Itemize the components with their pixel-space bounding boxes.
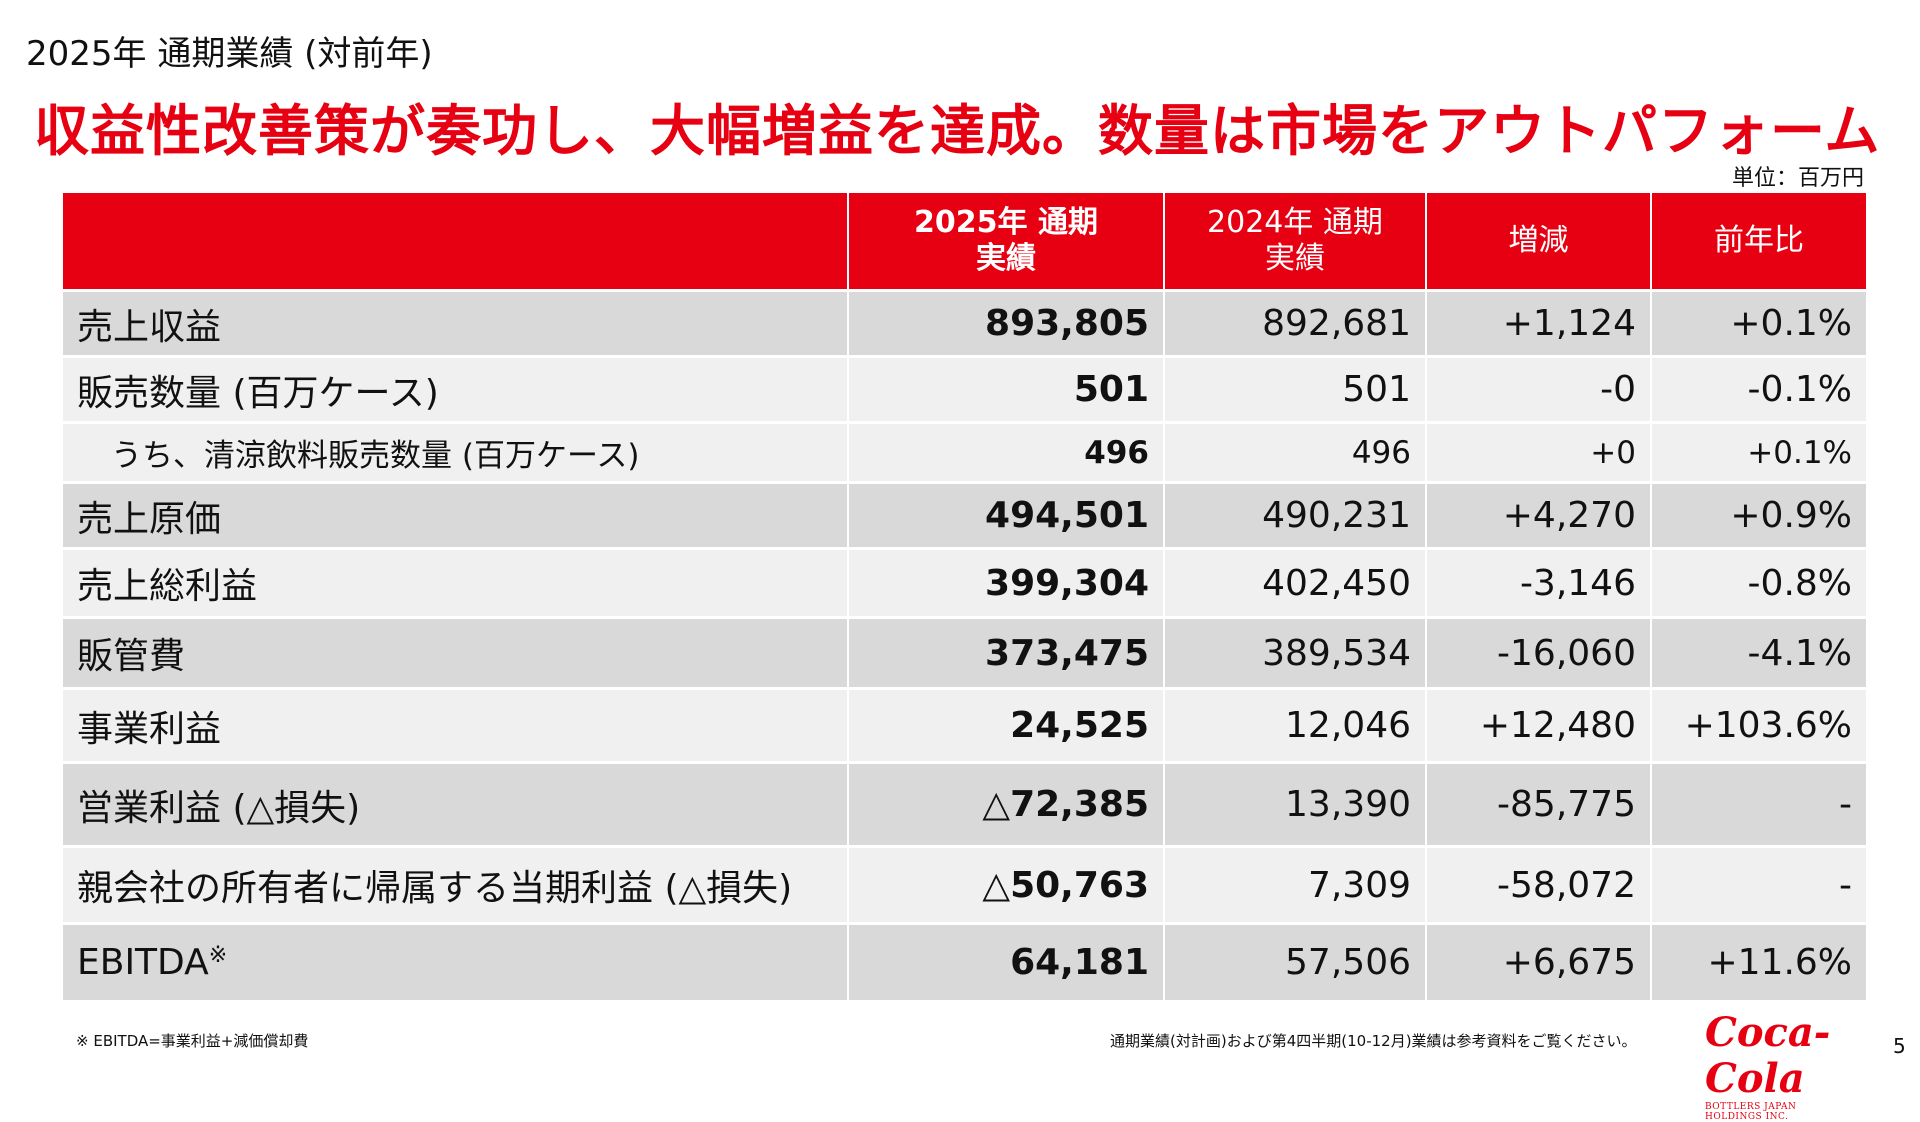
row-label: 売上収益 [63, 289, 849, 357]
reference-note: 通期業績(対計画)および第4四半期(10-12月)業績は参考資料をご覧ください。 [1110, 1032, 1637, 1050]
logo-subtext: BOTTLERS JAPAN HOLDINGS INC. [1705, 1102, 1797, 1122]
header-fy2025-line1: 2025年 通期 [914, 205, 1098, 240]
change-value: +12,480 [1426, 687, 1652, 763]
table-row: 親会社の所有者に帰属する当期利益 (△損失) △50,763 7,309 -58… [63, 845, 1866, 924]
headline: 収益性改善策が奏功し、大幅増益を達成。数量は市場をアウトパフォーム [34, 99, 1881, 163]
coca-cola-logo: Coca-Cola BOTTLERS JAPAN HOLDINGS INC. [1705, 1010, 1855, 1122]
header-fy2025: 2025年 通期 実績 [848, 193, 1165, 291]
fy2025-value: 501 [848, 355, 1165, 423]
fy2025-value: 373,475 [848, 616, 1165, 689]
fy2024-value: 490,231 [1164, 481, 1427, 549]
yoy-value: +103.6% [1651, 687, 1866, 763]
fy2024-value: 7,309 [1164, 845, 1427, 924]
row-label: EBITDA※ [63, 922, 849, 1000]
footnote-mark: ※ [208, 942, 228, 968]
fy2024-value: 389,534 [1164, 616, 1427, 689]
yoy-value: +0.9% [1651, 481, 1866, 549]
yoy-value: - [1651, 845, 1866, 924]
row-label-text: EBITDA [77, 941, 209, 983]
change-value: +1,124 [1426, 289, 1652, 357]
fy2024-value: 892,681 [1164, 289, 1427, 357]
change-value: -0 [1426, 355, 1652, 423]
change-value: -3,146 [1426, 547, 1652, 618]
table-row: 売上収益 893,805 892,681 +1,124 +0.1% [63, 289, 1866, 357]
change-value: -58,072 [1426, 845, 1652, 924]
row-label: 営業利益 (△損失) [63, 761, 849, 847]
fy2025-value: 399,304 [848, 547, 1165, 618]
yoy-value: -4.1% [1651, 616, 1866, 689]
table-row: 販売数量 (百万ケース) 501 501 -0 -0.1% [63, 355, 1866, 423]
yoy-value: +0.1% [1651, 289, 1866, 357]
unit-label: 単位：百万円 [1731, 166, 1864, 191]
table-row: 事業利益 24,525 12,046 +12,480 +103.6% [63, 687, 1866, 763]
row-label: うち、清涼飲料販売数量 (百万ケース) [63, 421, 849, 483]
fy2024-value: 501 [1164, 355, 1427, 423]
fy2025-value: 496 [848, 421, 1165, 483]
row-label: 販管費 [63, 616, 849, 689]
fy2025-value: 24,525 [848, 687, 1165, 763]
header-blank [63, 193, 849, 291]
fy2025-value: △50,763 [848, 845, 1165, 924]
fy2024-value: 12,046 [1164, 687, 1427, 763]
yoy-value: - [1651, 761, 1866, 847]
fy2025-value: 64,181 [848, 922, 1165, 1000]
row-label: 販売数量 (百万ケース) [63, 355, 849, 423]
fy2025-value: △72,385 [848, 761, 1165, 847]
change-value: -85,775 [1426, 761, 1652, 847]
slide-label: 2025年 通期業績 (対前年) [26, 34, 433, 74]
change-value: +4,270 [1426, 481, 1652, 549]
change-value: +6,675 [1426, 922, 1652, 1000]
footnote: ※ EBITDA=事業利益+減価償却費 [76, 1032, 309, 1050]
change-value: -16,060 [1426, 616, 1652, 689]
table-header-row: 2025年 通期 実績 2024年 通期 実績 増減 前年比 [63, 193, 1866, 291]
header-change: 増減 [1426, 193, 1652, 291]
fy2024-value: 402,450 [1164, 547, 1427, 618]
fy2024-value: 496 [1164, 421, 1427, 483]
table-row: EBITDA※ 64,181 57,506 +6,675 +11.6% [63, 922, 1866, 1000]
row-label: 親会社の所有者に帰属する当期利益 (△損失) [63, 845, 849, 924]
table-row: 売上総利益 399,304 402,450 -3,146 -0.8% [63, 547, 1866, 618]
fy2025-value: 494,501 [848, 481, 1165, 549]
table-row: うち、清涼飲料販売数量 (百万ケース) 496 496 +0 +0.1% [63, 421, 1866, 483]
table-row: 販管費 373,475 389,534 -16,060 -4.1% [63, 616, 1866, 689]
table-row: 営業利益 (△損失) △72,385 13,390 -85,775 - [63, 761, 1866, 847]
row-label: 売上原価 [63, 481, 849, 549]
results-table: 2025年 通期 実績 2024年 通期 実績 増減 前年比 売上収益 893,… [63, 193, 1866, 1000]
yoy-value: -0.8% [1651, 547, 1866, 618]
change-value: +0 [1426, 421, 1652, 483]
header-fy2024-line2: 実績 [1265, 241, 1325, 276]
logo-wordmark: Coca-Cola [1705, 1009, 1831, 1102]
header-fy2024-line1: 2024年 通期 [1207, 205, 1383, 240]
fy2025-value: 893,805 [848, 289, 1165, 357]
table-row: 売上原価 494,501 490,231 +4,270 +0.9% [63, 481, 1866, 549]
fy2024-value: 13,390 [1164, 761, 1427, 847]
page-number: 5 [1893, 1034, 1906, 1058]
yoy-value: +11.6% [1651, 922, 1866, 1000]
header-fy2025-line2: 実績 [976, 241, 1036, 276]
row-label: 事業利益 [63, 687, 849, 763]
header-yoy: 前年比 [1651, 193, 1866, 291]
fy2024-value: 57,506 [1164, 922, 1427, 1000]
header-fy2024: 2024年 通期 実績 [1164, 193, 1427, 291]
row-label: 売上総利益 [63, 547, 849, 618]
yoy-value: -0.1% [1651, 355, 1866, 423]
yoy-value: +0.1% [1651, 421, 1866, 483]
